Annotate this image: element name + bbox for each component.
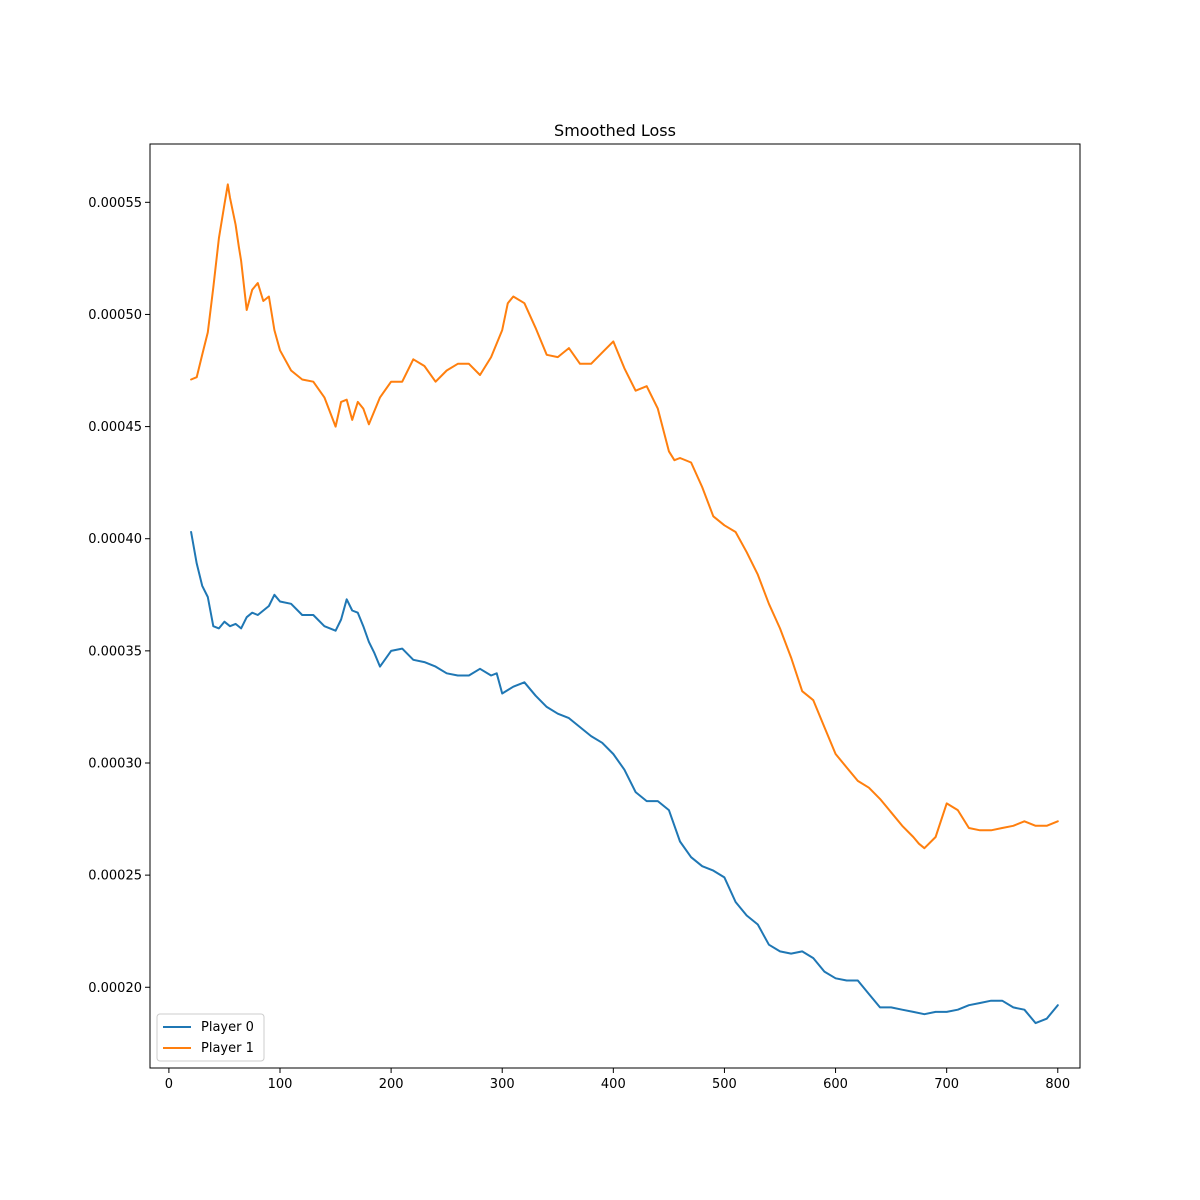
x-tick-label: 400 [601,1077,626,1092]
x-tick-label: 800 [1045,1077,1070,1092]
y-axis: 0.00020 0.00025 0.00030 0.00035 0.00040 0.000… [88,196,150,996]
x-tick-label: 600 [823,1077,848,1092]
x-axis: 0 100 200 300 400 500 600 700 800 [165,1068,1070,1092]
y-tick-label: 0.00045 [88,420,142,435]
chart-title: Smoothed Loss [554,121,676,140]
x-tick-label: 200 [379,1077,404,1092]
legend-box [156,1013,265,1062]
x-tick-label: 700 [934,1077,959,1092]
y-tick-label: 0.00030 [88,756,142,771]
x-tick-label: 500 [712,1077,737,1092]
plot-frame [149,143,1081,1069]
x-tick-label: 0 [165,1077,173,1092]
y-tick-label: 0.00020 [88,981,142,996]
plot-lines [190,183,1059,1025]
series-line-player-0 [190,531,1059,1025]
series-line-player-1 [190,183,1059,850]
legend: Player 0 Player 1 [156,1013,265,1062]
y-tick-label: 0.00055 [88,196,142,211]
x-tick-label: 300 [490,1077,515,1092]
y-tick-label: 0.00040 [88,532,142,547]
x-tick-label: 100 [268,1077,293,1092]
y-tick-label: 0.00025 [88,869,142,884]
legend-label-player-0: Player 0 [201,1020,254,1035]
legend-label-player-1: Player 1 [201,1041,254,1056]
y-tick-label: 0.00050 [88,308,142,323]
y-tick-label: 0.00035 [88,644,142,659]
